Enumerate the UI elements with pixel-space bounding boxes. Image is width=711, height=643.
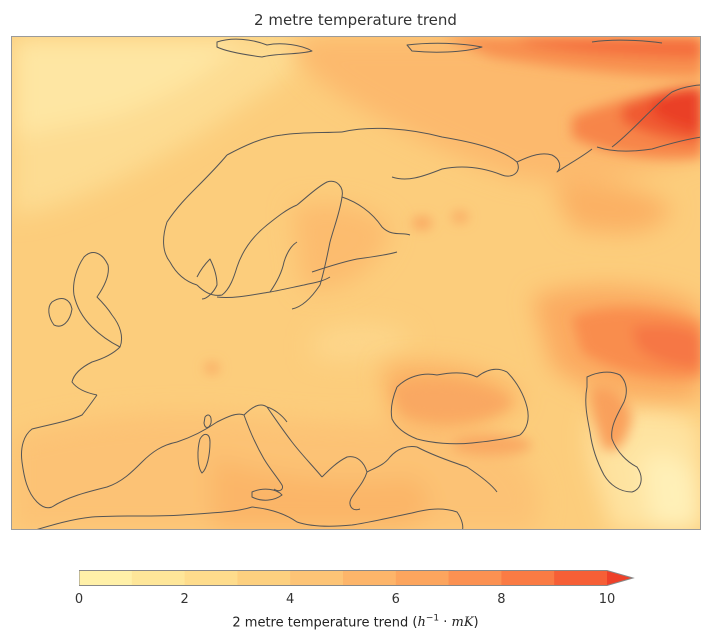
colorbar-bin bbox=[237, 570, 291, 586]
colorbar-label-text: 2 metre temperature trend bbox=[232, 615, 409, 631]
colorbar-bin bbox=[501, 570, 555, 586]
temperature-trend-map bbox=[12, 37, 700, 529]
colorbar bbox=[79, 570, 635, 586]
colorbar-tick-4: 4 bbox=[286, 592, 295, 607]
colorbar-bin bbox=[79, 570, 133, 586]
colorbar-bin bbox=[131, 570, 186, 586]
colorbar-bin bbox=[343, 570, 397, 586]
colorbar-bin bbox=[395, 570, 450, 586]
colorbar-bin bbox=[554, 570, 608, 586]
colorbar-tick-8: 8 bbox=[497, 592, 506, 607]
colorbar-tick-2: 2 bbox=[180, 592, 189, 607]
colorbar-bin bbox=[448, 570, 502, 586]
colorbar-tick-0: 0 bbox=[74, 592, 84, 607]
coastlines bbox=[21, 38, 700, 529]
colorbar-tick-10: 10 bbox=[598, 592, 616, 607]
colorbar-label: 2 metre temperature trend (h−1 · mK) bbox=[0, 614, 711, 630]
colorbar-extend-arrow bbox=[607, 570, 633, 586]
field-high-values bbox=[205, 37, 700, 455]
colorbar-label-units: (h−1 · mK) bbox=[412, 614, 479, 631]
colorbar-bin bbox=[290, 570, 344, 586]
map-frame bbox=[11, 36, 701, 530]
map-title: 2 metre temperature trend bbox=[254, 11, 457, 29]
colorbar-bin bbox=[184, 570, 238, 586]
colorbar-tick-6: 6 bbox=[391, 592, 400, 607]
colorbar-outline bbox=[79, 570, 635, 586]
